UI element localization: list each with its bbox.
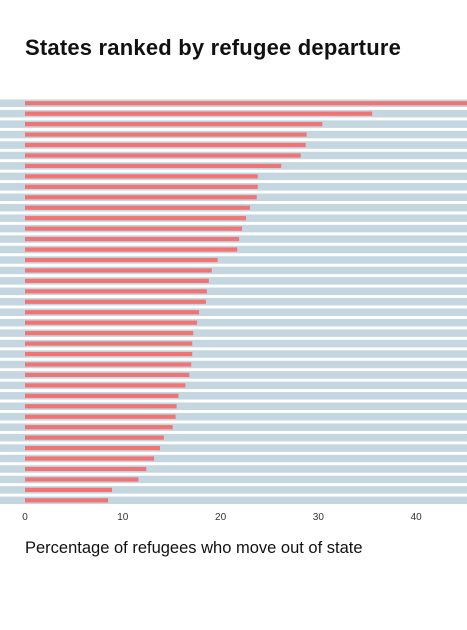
x-tick-label: 10 <box>117 512 129 523</box>
bar <box>25 466 147 472</box>
row-band <box>0 381 467 390</box>
bar <box>25 414 176 419</box>
x-tick-label: 20 <box>215 512 227 523</box>
bar <box>25 226 243 231</box>
bar <box>25 142 306 148</box>
bar <box>25 435 164 440</box>
bar <box>25 320 198 325</box>
bar <box>25 445 160 451</box>
bar <box>25 341 193 346</box>
bar <box>25 372 190 378</box>
chart-title: States ranked by refugee departure <box>25 35 402 60</box>
row-band <box>0 402 467 411</box>
row-band <box>0 475 467 484</box>
row-band <box>0 433 467 442</box>
bar <box>25 362 192 367</box>
chart-area: 0 10 20 30 40 <box>0 99 467 523</box>
bar <box>25 184 258 189</box>
bar <box>25 498 109 503</box>
bar <box>25 487 113 492</box>
row-band <box>0 350 467 358</box>
x-tick-label: 0 <box>22 512 28 523</box>
row-band <box>0 371 467 379</box>
bar <box>25 351 193 357</box>
bar <box>25 268 212 273</box>
bar <box>25 331 194 336</box>
bar <box>25 310 200 315</box>
bar <box>25 236 240 242</box>
bar <box>25 111 373 116</box>
row-band <box>0 444 467 452</box>
row-band <box>0 298 467 306</box>
row-band <box>0 360 467 369</box>
bar <box>25 477 139 482</box>
row-band <box>0 412 467 421</box>
x-tick-label: 40 <box>411 512 423 523</box>
bar <box>25 425 173 430</box>
bar <box>25 132 307 137</box>
bar <box>25 163 282 169</box>
row-band <box>0 266 467 275</box>
row-band <box>0 423 467 431</box>
bar <box>25 383 186 388</box>
bar <box>25 101 467 106</box>
bar-series <box>25 101 467 503</box>
bar <box>25 153 301 158</box>
x-tick-label: 30 <box>313 512 325 523</box>
bar <box>25 289 207 294</box>
bar <box>25 205 250 210</box>
x-axis: 0 10 20 30 40 <box>22 512 422 523</box>
row-band <box>0 339 467 348</box>
row-band <box>0 308 467 316</box>
row-band <box>0 256 467 264</box>
bar <box>25 404 177 409</box>
bar <box>25 278 209 283</box>
bar <box>25 216 246 221</box>
row-band <box>0 277 467 285</box>
bar <box>25 456 155 461</box>
bar <box>25 122 323 127</box>
row-band <box>0 329 467 337</box>
bar <box>25 299 206 304</box>
bar <box>25 195 257 200</box>
bar <box>25 174 258 179</box>
row-band <box>0 496 467 505</box>
row-band <box>0 465 467 473</box>
x-axis-label: Percentage of refugees who move out of s… <box>25 539 363 557</box>
row-band <box>0 392 467 400</box>
row-band <box>0 287 467 296</box>
row-band <box>0 486 467 494</box>
row-band <box>0 318 467 327</box>
bar <box>25 247 238 252</box>
bar <box>25 257 218 263</box>
row-band <box>0 454 467 463</box>
bar <box>25 393 179 398</box>
